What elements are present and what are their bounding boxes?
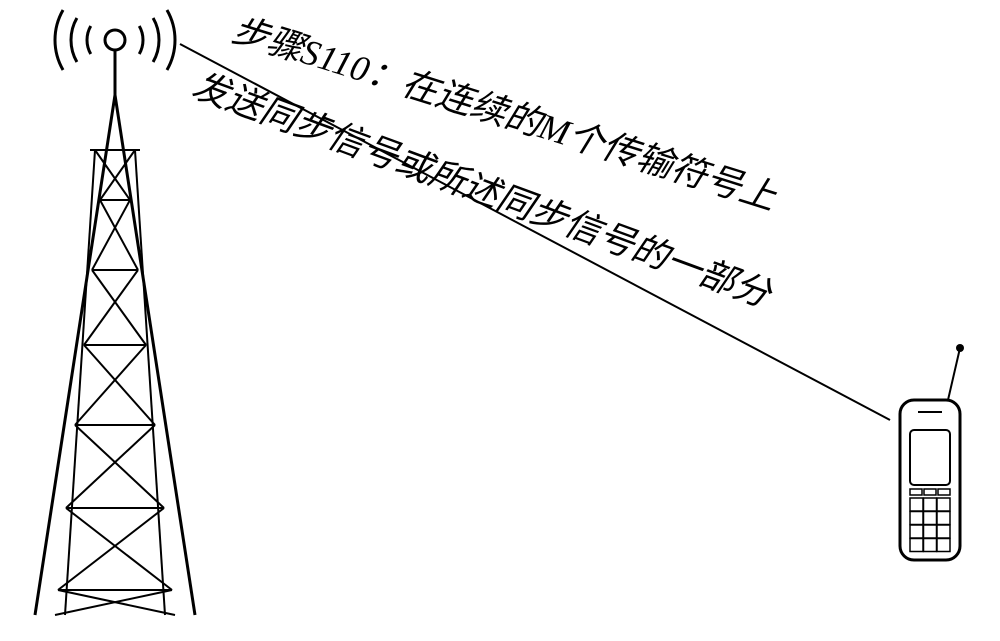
base-station-tower [35, 10, 195, 615]
wave-arc [71, 18, 77, 62]
tower-brace [84, 270, 138, 345]
tower-brace [75, 425, 164, 508]
phone-antenna [948, 348, 960, 400]
tower-brace [58, 508, 164, 590]
wave-arc [87, 26, 91, 54]
antenna-bulb-icon [105, 30, 125, 50]
wave-arc [153, 18, 159, 62]
tower-brace [66, 425, 155, 508]
mobile-phone-icon [900, 344, 964, 560]
tower-brace [84, 345, 155, 425]
wave-arc [167, 10, 175, 70]
tower-brace [75, 345, 146, 425]
tower-brace [66, 508, 172, 590]
tower-brace [92, 270, 146, 345]
wave-arc [55, 10, 63, 70]
wave-arc [139, 26, 143, 54]
phone-antenna-tip [956, 344, 964, 352]
